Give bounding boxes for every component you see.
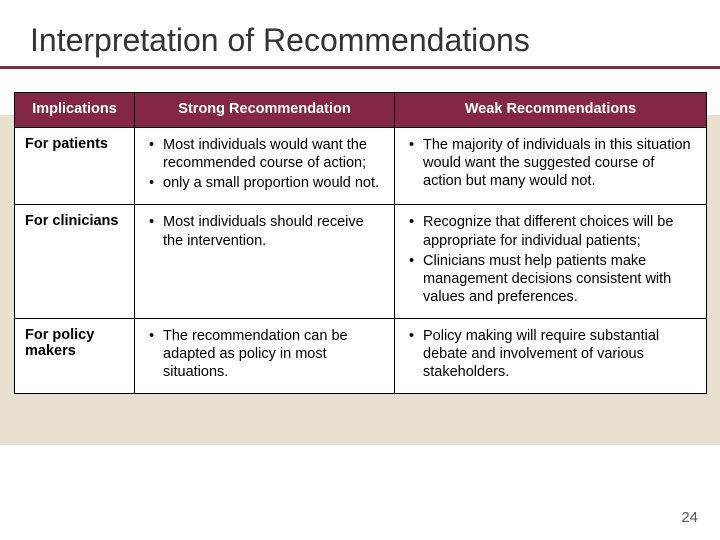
list-item: Most individuals would want the recommen… [145,136,384,172]
row-head-patients: For patients [15,128,135,205]
list-item: Most individuals should receive the inte… [145,213,384,249]
cell-policy-strong: The recommendation can be adapted as pol… [135,319,395,394]
slide: Interpretation of Recommendations Implic… [0,0,720,540]
list-item: only a small proportion would not. [145,174,384,192]
row-head-policy: For policy makers [15,319,135,394]
table-row: For patients Most individuals would want… [15,128,707,205]
list-item: Recognize that different choices will be… [405,213,696,249]
list-item: The recommendation can be adapted as pol… [145,327,384,381]
cell-patients-weak: The majority of individuals in this situ… [395,128,707,205]
list-item: Clinicians must help patients make manag… [405,252,696,306]
table-row: For clinicians Most individuals should r… [15,205,707,319]
cell-clinicians-weak: Recognize that different choices will be… [395,205,707,319]
row-head-clinicians: For clinicians [15,205,135,319]
table-row: For policy makers The recommendation can… [15,319,707,394]
cell-policy-weak: Policy making will require substantial d… [395,319,707,394]
list-item: The majority of individuals in this situ… [405,136,696,190]
cell-patients-strong: Most individuals would want the recommen… [135,128,395,205]
col-strong: Strong Recommendation [135,93,395,128]
title-underline [0,66,720,69]
col-implications: Implications [15,93,135,128]
list-item: Policy making will require substantial d… [405,327,696,381]
recommendations-table: Implications Strong Recommendation Weak … [14,92,707,394]
page-title: Interpretation of Recommendations [30,22,530,59]
page-number: 24 [681,509,698,526]
col-weak: Weak Recommendations [395,93,707,128]
cell-clinicians-strong: Most individuals should receive the inte… [135,205,395,319]
table-header-row: Implications Strong Recommendation Weak … [15,93,707,128]
